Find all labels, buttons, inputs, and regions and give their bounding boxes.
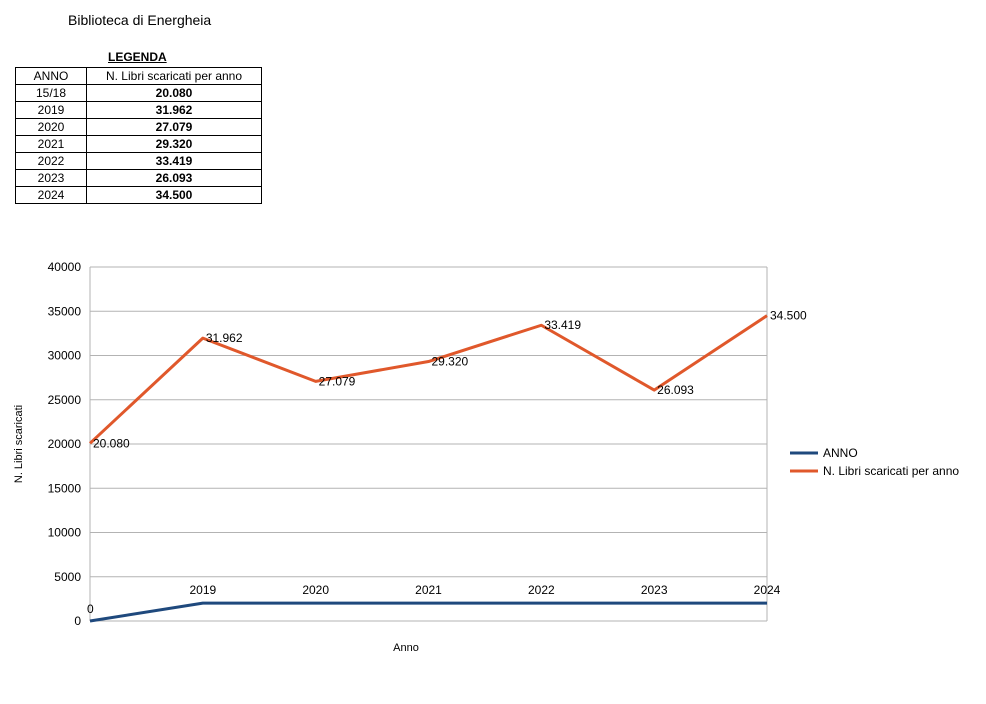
table-row: 2021 29.320 — [15, 135, 262, 153]
y-tick-label: 35000 — [48, 304, 82, 318]
y-axis-title: N. Libri scaricati — [13, 405, 25, 483]
row-year: 2024 — [15, 186, 87, 204]
legend-table-header-row: ANNO N. Libri scaricati per anno — [15, 67, 262, 85]
series-line-libri — [88, 314, 768, 445]
legend-header-libri: N. Libri scaricati per anno — [86, 67, 262, 85]
data-label: 2020 — [302, 583, 329, 597]
y-tick-label: 0 — [74, 614, 81, 628]
data-label: 29.320 — [432, 355, 469, 369]
data-label: 27.079 — [319, 374, 356, 388]
row-value: 34.500 — [86, 186, 262, 204]
series-line-anno — [89, 601, 768, 623]
table-row: 2024 34.500 — [15, 186, 262, 204]
y-tick-label: 30000 — [48, 349, 82, 363]
data-label: 2021 — [415, 583, 442, 597]
y-tick-label: 10000 — [48, 526, 82, 540]
legend-entry: ANNO — [823, 446, 858, 460]
data-label: 0 — [87, 602, 94, 616]
data-label: 33.419 — [544, 318, 581, 332]
data-label: 2022 — [528, 583, 555, 597]
data-label: 26.093 — [657, 383, 694, 397]
x-axis-title: Anno — [393, 642, 419, 654]
data-label: 2023 — [641, 583, 668, 597]
data-label: 31.962 — [206, 331, 243, 345]
legend-table: ANNO N. Libri scaricati per anno 15/18 20… — [15, 67, 262, 204]
y-tick-label: 20000 — [48, 437, 82, 451]
y-tick-label: 5000 — [54, 570, 81, 584]
data-label: 2019 — [189, 583, 216, 597]
data-label: 34.500 — [770, 309, 807, 323]
document-title: Biblioteca di Energheia — [68, 12, 212, 28]
table-row: 2020 27.079 — [15, 118, 262, 136]
data-label: 2024 — [754, 583, 781, 597]
row-year: 2021 — [15, 135, 87, 153]
y-tick-label: 25000 — [48, 393, 82, 407]
legend-table-title: LEGENDA — [108, 50, 167, 64]
data-label: 20.080 — [93, 436, 130, 450]
y-tick-label: 40000 — [48, 260, 82, 274]
y-tick-label: 15000 — [48, 481, 82, 495]
legend-entry: N. Libri scaricati per anno — [823, 464, 959, 478]
